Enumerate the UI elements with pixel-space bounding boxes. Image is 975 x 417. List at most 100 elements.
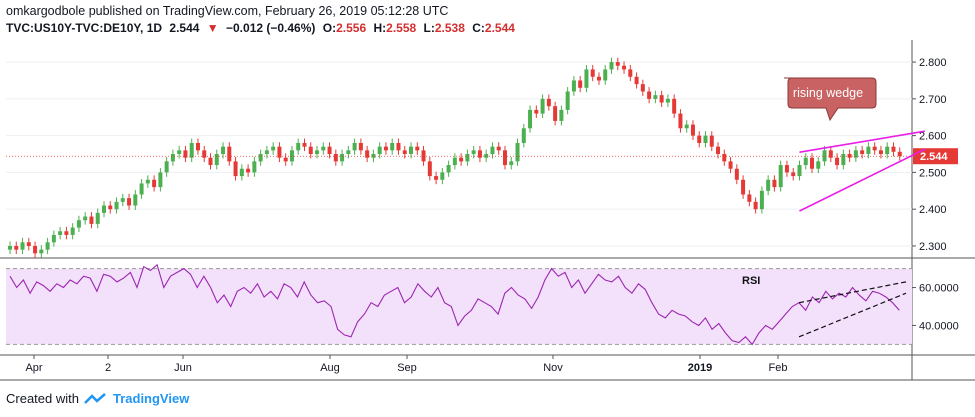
- candle-body: [584, 69, 589, 88]
- candle-body: [308, 146, 313, 155]
- candle-body: [509, 161, 514, 166]
- candle-body: [227, 146, 232, 162]
- candle-body: [709, 135, 714, 147]
- candle-body: [640, 84, 645, 92]
- candle-body: [872, 146, 877, 151]
- time-axis[interactable]: Apr 2 Jun Aug Sep Nov 2019 Feb: [0, 355, 975, 381]
- rising-wedge-callout: [784, 77, 877, 122]
- candle-body: [252, 161, 257, 173]
- candle-body: [164, 161, 169, 173]
- candle-body: [396, 142, 401, 151]
- candle-body: [816, 161, 821, 169]
- time-tick-label: Feb: [769, 362, 788, 374]
- candle-body: [578, 80, 583, 88]
- candle-body: [734, 168, 739, 180]
- candle-body: [891, 146, 896, 152]
- candle-body: [415, 146, 420, 151]
- candle-body: [271, 146, 276, 151]
- rsi-band: [6, 268, 912, 345]
- candle-body: [208, 157, 213, 166]
- candle-body: [246, 168, 251, 173]
- candle-body: [358, 142, 363, 151]
- candle-body: [759, 190, 764, 210]
- candle-body: [296, 142, 301, 151]
- candle-body: [653, 95, 658, 99]
- candle-body: [145, 179, 150, 184]
- candle-body: [885, 146, 890, 155]
- candle-body: [841, 154, 846, 166]
- candle-body: [33, 245, 38, 254]
- footer-brand[interactable]: TradingView: [112, 391, 190, 406]
- candle-body: [477, 150, 482, 158]
- candle-body: [722, 154, 727, 162]
- candle-body: [340, 154, 345, 162]
- price-change: −0.012 (−0.46%): [226, 21, 316, 35]
- candle-body: [684, 124, 689, 129]
- candle-body: [628, 69, 633, 77]
- candle-body: [728, 161, 733, 169]
- candle-body: [703, 135, 708, 143]
- candle-body: [440, 172, 445, 180]
- candle-body: [446, 165, 451, 173]
- candle-body: [39, 249, 44, 254]
- candle-body: [622, 65, 627, 70]
- symbol-name[interactable]: TVC:US10Y-TVC:DE10Y, 1D: [6, 21, 163, 35]
- price-tick-label: 2.800: [919, 57, 947, 69]
- candle-body: [333, 154, 338, 162]
- candle-body: [321, 146, 326, 151]
- close-value: 2.544: [484, 21, 515, 35]
- candle-body: [434, 176, 439, 180]
- candle-body: [8, 245, 12, 250]
- candle-body: [365, 150, 370, 158]
- close-label: C:: [472, 21, 485, 35]
- candle-body: [239, 168, 244, 177]
- rsi-tick-label: 60.0000: [919, 283, 959, 295]
- down-triangle-icon: ▼: [206, 21, 219, 35]
- candle-body: [853, 150, 858, 158]
- time-tick-label: Jun: [174, 362, 192, 374]
- price-tick-label: 2.600: [919, 131, 947, 143]
- candle-body: [152, 179, 157, 188]
- candle-body: [51, 234, 56, 243]
- footer: Created with TradingView: [6, 391, 189, 406]
- candle-body: [383, 146, 388, 151]
- price-tick-label: 2.500: [919, 167, 947, 179]
- candle-body: [371, 154, 376, 158]
- candle-body: [835, 157, 840, 166]
- time-tick-label: Apr: [25, 362, 42, 374]
- candle-body: [58, 231, 63, 235]
- candle-body: [427, 161, 432, 177]
- price-tick-label: 2.300: [919, 241, 947, 253]
- candle-body: [233, 161, 238, 177]
- candle-body: [553, 106, 558, 121]
- rsi-line: [9, 263, 900, 346]
- candle-body: [45, 242, 50, 250]
- candle-body: [647, 91, 652, 99]
- candle-body: [26, 242, 31, 246]
- candle-body: [878, 150, 883, 155]
- candle-body: [772, 179, 777, 188]
- candle-body: [114, 201, 119, 210]
- rsi-pane[interactable]: 60.0000 40.0000 RSI: [0, 263, 975, 356]
- candle-body: [803, 157, 808, 166]
- candle-body: [528, 109, 533, 129]
- time-tick-label: 2: [105, 362, 111, 374]
- candle-body: [810, 157, 815, 169]
- candle-body: [502, 150, 507, 166]
- candle-body: [127, 198, 132, 206]
- candle-body: [672, 98, 677, 114]
- candle-body: [177, 150, 182, 155]
- candle-body: [634, 76, 639, 85]
- price-pane[interactable]: 2.800 2.700 2.600 2.500 2.400 2.300 2.544 risin…: [0, 40, 975, 380]
- candle-body: [195, 142, 200, 151]
- candle-body: [590, 69, 595, 77]
- candle-body: [183, 150, 188, 158]
- candle-body: [221, 146, 226, 155]
- candle-body: [158, 172, 163, 188]
- candle-body: [490, 146, 495, 155]
- candle-body: [452, 157, 457, 166]
- candle-body: [784, 165, 789, 173]
- candle-body: [64, 231, 69, 235]
- candle-body: [346, 150, 351, 155]
